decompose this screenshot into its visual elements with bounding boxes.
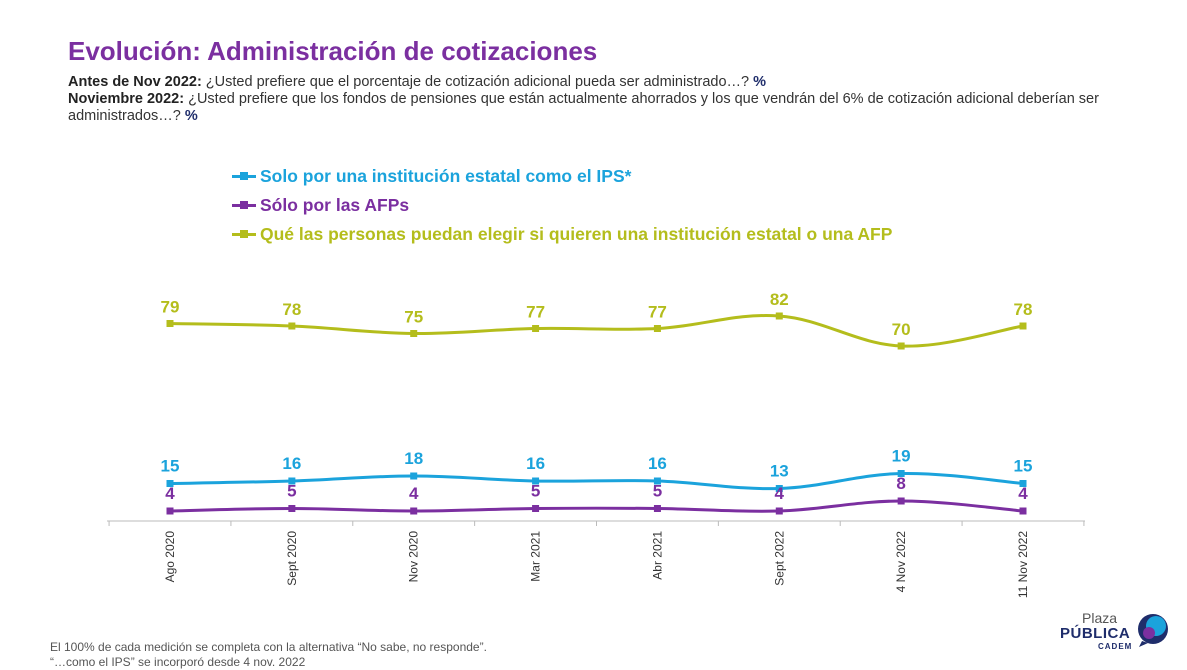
data-point-afp [288,505,296,512]
footnote-1: El 100% de cada medición se completa con… [50,640,487,654]
x-tick-label: 4 Nov 2022 [894,531,908,593]
legend-item-elegir: Qué las personas puedan elegir si quiere… [232,220,892,249]
subtitle-line-2-text: ¿Usted prefiere que los fondos de pensio… [68,91,1099,124]
chart-title: Evolución: Administración de cotizacione… [68,36,598,66]
chart-subtitle: Antes de Nov 2022: ¿Usted prefiere que e… [68,74,1128,125]
data-point-ips [166,480,174,487]
data-label-elegir: 77 [526,303,545,322]
subtitle-line-2: Noviembre 2022: ¿Usted prefiere que los … [68,91,1128,125]
logo-text-publica: PÚBLICA [1060,625,1131,642]
legend-label-ips: Solo por una institución estatal como el… [260,166,632,186]
subtitle-line-1-label: Antes de Nov 2022: [68,74,202,90]
data-label-elegir: 78 [1014,300,1033,319]
speech-bubble-icon [1138,614,1168,647]
data-point-elegir [410,330,418,337]
data-label-ips: 15 [161,457,180,476]
data-label-afp: 8 [896,474,905,493]
data-label-afp: 4 [775,484,785,503]
data-point-ips [532,477,540,485]
logo-text-plaza: Plaza [1082,610,1118,626]
data-point-elegir [897,342,905,350]
x-tick-label: Abr 2021 [650,531,664,580]
data-label-elegir: 79 [161,298,180,317]
x-tick-label: Sept 2022 [772,531,786,586]
line-chart: Ago 2020 Sept 2020 Nov 2020 Mar 2021 Abr 202… [107,290,1085,598]
data-label-elegir: 78 [282,300,301,319]
logo-text-cadem: CADEM [1098,642,1133,651]
data-point-elegir [653,325,661,332]
data-label-afp: 5 [653,482,662,501]
subtitle-line-1: Antes de Nov 2022: ¿Usted prefiere que e… [68,74,1128,91]
legend-item-ips: Solo por una institución estatal como el… [232,162,892,191]
data-label-ips: 16 [282,454,301,473]
data-label-ips: 18 [404,449,423,468]
data-point-elegir [288,322,296,330]
data-label-ips: 15 [1014,457,1033,476]
plaza-publica-cadem-logo: Plaza PÚBLICA CADEM [1058,610,1172,652]
series-line-elegir [169,314,1024,348]
legend-label-elegir: Qué las personas puedan elegir si quiere… [260,224,893,244]
x-tick-label: Ago 2020 [163,531,177,583]
legend-label-afp: Sólo por las AFPs [260,195,410,215]
data-point-elegir [1019,322,1027,330]
data-label-elegir: 77 [648,303,667,322]
data-point-afp [166,507,174,515]
data-label-afp: 4 [409,484,419,503]
data-point-ips [775,485,783,492]
data-point-elegir [532,325,540,332]
x-tick-label: Mar 2021 [529,531,543,582]
data-label-ips: 19 [892,447,911,466]
legend-swatch-afp [232,201,256,209]
data-label-ips: 13 [770,462,789,481]
data-point-ips [1019,480,1027,487]
subtitle-line-1-text: ¿Usted prefiere que el porcentaje de cot… [201,74,754,90]
data-label-ips: 16 [526,454,545,473]
data-point-afp [775,507,783,515]
data-label-afp: 4 [165,484,175,503]
data-label-afp: 5 [287,482,296,501]
data-label-elegir: 75 [404,308,423,327]
legend-swatch-elegir [232,230,256,238]
x-tick-label: 11 Nov 2022 [1016,531,1030,598]
data-label-afp: 4 [1018,484,1028,503]
data-point-elegir [166,320,174,327]
x-tick-label: Sept 2020 [285,531,299,586]
data-label-afp: 5 [531,482,540,501]
series-line-ips [169,471,1024,491]
data-point-ips [653,477,661,485]
data-point-ips [288,477,296,485]
data-point-afp [410,507,418,515]
data-point-afp [532,505,540,512]
data-point-ips [897,470,905,477]
footnote-2: “…como el IPS” se incorporó desde 4 nov.… [50,655,306,669]
chart-legend: Solo por una institución estatal como el… [232,162,892,249]
x-tick-label: Nov 2020 [407,531,421,583]
data-point-afp [653,505,661,512]
subtitle-line-2-label: Noviembre 2022: [68,91,185,107]
data-point-afp [897,497,905,505]
legend-item-afp: Sólo por las AFPs [232,191,892,220]
data-point-ips [410,472,418,480]
data-label-elegir: 70 [892,320,911,339]
data-point-afp [1019,507,1027,515]
series-line-afp [169,499,1024,513]
data-point-elegir [775,312,783,320]
data-label-elegir: 82 [770,290,789,309]
data-label-ips: 16 [648,454,667,473]
subtitle-line-2-unit: % [184,108,198,124]
subtitle-line-1-unit: % [753,74,767,90]
legend-swatch-ips [232,172,256,180]
